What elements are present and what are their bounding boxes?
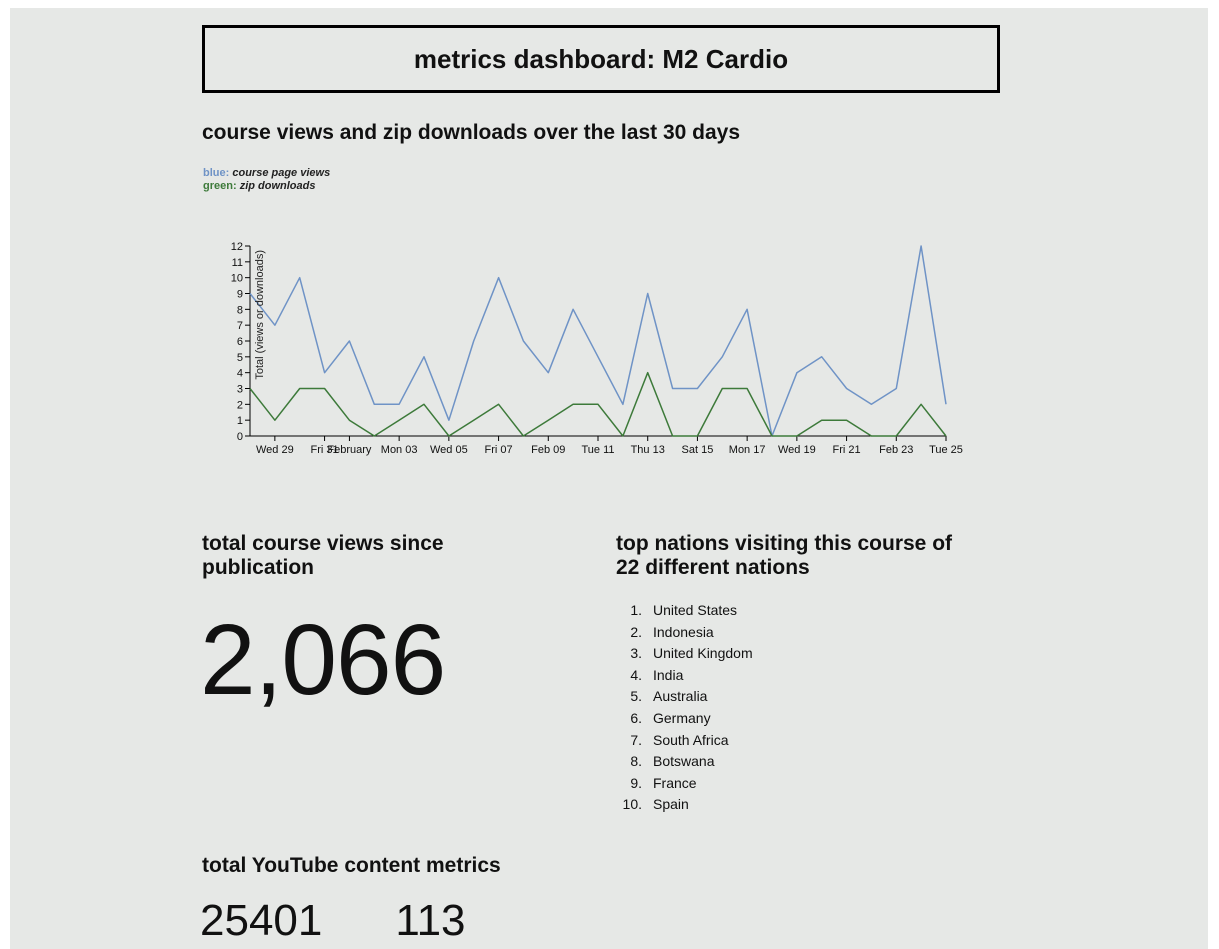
y-tick-label: 11 <box>232 257 243 269</box>
legend-item-green: green: zip downloads <box>203 180 316 192</box>
youtube-section-heading: total YouTube content metrics <box>202 854 501 877</box>
list-item: 10. Spain <box>620 794 753 816</box>
list-item: 8. Botswana <box>620 751 753 773</box>
y-axis-label: Total (views or downloads) <box>254 250 266 380</box>
list-item: 5. Australia <box>620 686 753 708</box>
nation-name: Botswana <box>653 753 715 770</box>
nation-name: Indonesia <box>653 623 714 640</box>
series-layer <box>249 245 947 437</box>
legend-item-blue: blue: course page views <box>203 167 331 179</box>
dashboard-title-box: metrics dashboard: M2 Cardio <box>202 25 1000 93</box>
list-item: 7. South Africa <box>620 730 753 752</box>
list-item: 2. Indonesia <box>620 622 753 644</box>
x-tick-label: Tue 11 <box>581 444 614 456</box>
y-tick-label: 9 <box>237 289 243 301</box>
legend-label-green: zip downloads <box>239 180 316 192</box>
y-tick-label: 5 <box>237 352 243 364</box>
page-title: metrics dashboard: M2 Cardio <box>413 43 789 74</box>
nation-name: France <box>653 774 697 791</box>
nation-name: India <box>653 666 684 683</box>
x-tick-label: Thu 13 <box>631 444 665 456</box>
x-tick-label: Mon 03 <box>381 444 418 456</box>
legend-label-blue: course page views <box>232 167 331 179</box>
youtube-metric-1: 25401 <box>200 896 323 945</box>
y-tick-label: 1 <box>237 415 243 427</box>
x-tick-label: Wed 05 <box>430 444 468 456</box>
nation-name: Spain <box>653 796 689 813</box>
x-tick-label: Wed 29 <box>256 444 294 456</box>
nations-section-heading: top nations visiting this course of 22 d… <box>616 532 952 580</box>
list-item: 4. India <box>620 665 753 687</box>
top-nations-list: 1. United States 2. Indonesia 3. United Kin… <box>620 600 753 816</box>
x-tick-label: Wed 19 <box>778 444 816 456</box>
course-page-views-line <box>249 245 947 437</box>
y-tick-label: 7 <box>237 320 243 332</box>
nation-name: United Kingdom <box>653 645 753 662</box>
chart-section-heading: course views and zip downloads over the … <box>202 121 741 144</box>
x-tick-label: Feb 23 <box>879 444 913 456</box>
chart-legend: blue: course page views green: zip downl… <box>203 167 330 193</box>
y-tick-label: 12 <box>231 241 243 253</box>
y-tick-label: 0 <box>237 431 243 443</box>
y-tick-label: 3 <box>237 384 243 396</box>
y-tick-label: 8 <box>237 304 243 316</box>
nations-heading-line-2: 22 different nations <box>616 556 810 579</box>
views-heading-line-1: total course views since <box>202 532 444 555</box>
y-tick-label: 10 <box>231 273 243 285</box>
x-tick-label: Fri 07 <box>485 444 513 456</box>
youtube-metrics: 25401 113 <box>200 895 466 947</box>
y-tick-label: 2 <box>237 399 243 411</box>
legend-key-green: green <box>203 180 233 192</box>
nation-name: South Africa <box>653 731 729 748</box>
zip-downloads-line <box>249 371 947 437</box>
views-section-heading: total course views since publication <box>202 532 444 580</box>
total-views-count: 2,066 <box>200 604 446 716</box>
list-item: 9. France <box>620 773 753 795</box>
list-item: 3. United Kingdom <box>620 643 753 665</box>
list-item: 1. United States <box>620 600 753 622</box>
nation-name: Germany <box>653 709 711 726</box>
list-item: 6. Germany <box>620 708 753 730</box>
dashboard-page: metrics dashboard: M2 Cardio course view… <box>10 8 1208 949</box>
x-tick-label: Fri 31 <box>311 444 339 456</box>
x-tick-label: Feb 09 <box>531 444 565 456</box>
x-tick-label: Tue 25 <box>929 444 963 456</box>
y-tick-label: 6 <box>237 336 243 348</box>
x-tick-label: February <box>327 444 372 456</box>
nation-name: Australia <box>653 688 708 705</box>
youtube-metric-2: 113 <box>395 896 466 945</box>
x-tick-label: Sat 15 <box>682 444 714 456</box>
x-tick-label: Fri 21 <box>833 444 861 456</box>
views-heading-line-2: publication <box>202 556 314 579</box>
y-tick-label: 4 <box>237 368 243 380</box>
x-tick-label: Mon 17 <box>729 444 766 456</box>
legend-key-blue: blue <box>203 167 226 179</box>
nation-name: United States <box>653 602 738 618</box>
nations-heading-line-1: top nations visiting this course of <box>616 532 953 555</box>
